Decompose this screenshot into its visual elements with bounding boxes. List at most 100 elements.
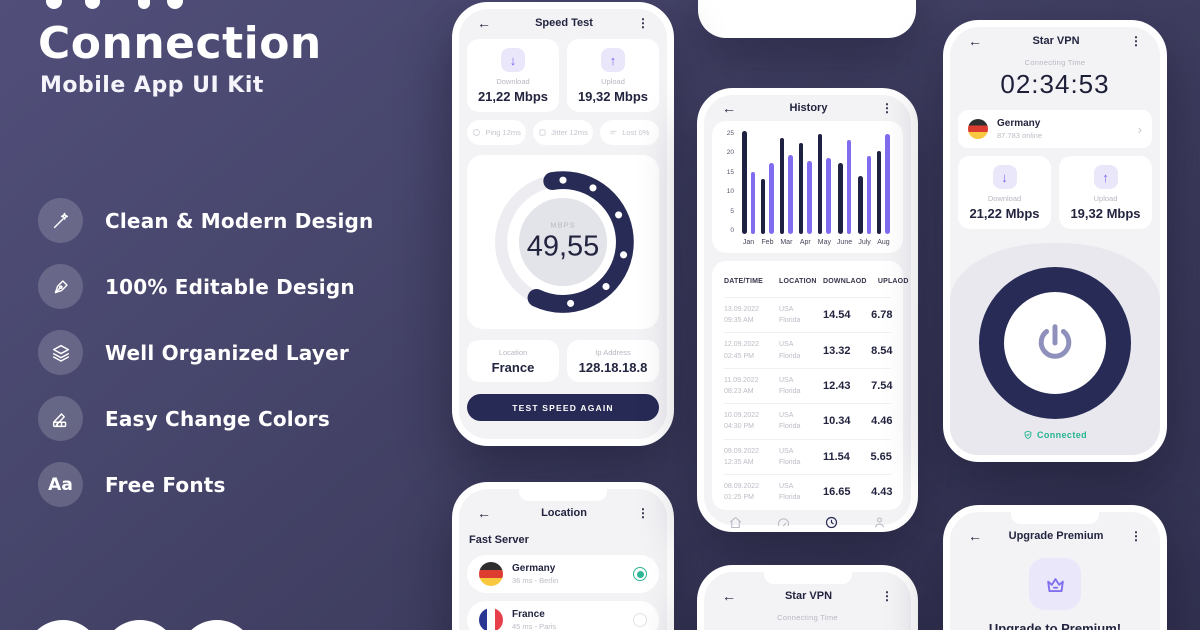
cell-upload: 5.65 [870,450,892,463]
decorative-dot [85,0,100,9]
cell-download: 16.65 [823,486,851,499]
server-list-item[interactable]: Germany 36 ms - Berlin [467,555,659,593]
upload-arrow-icon: ↑ [601,48,625,72]
radio-unselected[interactable] [633,613,647,627]
selected-server-card[interactable]: Germany 87.783 online › [958,110,1152,148]
cell-location: USA Florida [779,341,801,360]
flag-germany-icon [479,562,503,586]
back-icon[interactable]: ← [968,528,982,544]
x-tick-label: July [858,239,871,246]
cell-location: USA Florida [779,412,801,431]
radio-selected[interactable] [633,567,647,581]
test-speed-again-button[interactable]: TEST SPEED AGAIN [467,394,659,421]
bar-pair [838,130,852,234]
premium-crown-badge [1029,558,1081,610]
download-card: ↓ Download 21,22 Mbps [467,39,559,112]
pill-label: Ping 12ms [485,128,521,137]
cell-datetime: 09.09.2022 12:35 AM [724,447,760,466]
y-tick-label: 15 [726,168,734,176]
screen-title: Location [541,507,587,519]
location-card: Location France [467,340,559,382]
phone-notch [1011,512,1099,524]
kebab-menu-icon[interactable]: ⋮ [1129,34,1142,48]
upload-value: 19,32 Mbps [1070,206,1141,221]
ip-label: Ip Address [595,347,631,357]
download-value: 21,22 Mbps [477,89,549,104]
y-tick-label: 10 [726,188,734,196]
bar-upload [866,155,872,234]
cell-download: 13.32 [823,344,851,357]
server-list: Germany 36 ms - Berlin France 45 ms - Paris [467,555,659,630]
location-label: Location [498,347,528,357]
table-row: 09.09.2022 12:35 AM USA Florida 11.54 5.65 [724,440,892,475]
cell-download: 12.43 [823,379,851,392]
kebab-menu-icon[interactable]: ⋮ [880,589,893,603]
connected-label: Connected [1036,430,1088,440]
kebab-menu-icon[interactable]: ⋮ [1130,529,1142,543]
feature-label: 100% Editable Design [105,274,355,299]
power-icon [1038,324,1072,359]
back-icon[interactable]: ← [477,505,491,521]
kebab-menu-icon[interactable]: ⋮ [637,16,649,30]
server-name: Germany [512,563,556,574]
column-header: LOCATION [779,278,817,285]
cell-upload: 6.78 [871,309,893,322]
cell-location: USA Florida [779,376,801,395]
nav-speed-icon[interactable] [776,515,791,535]
ip-card: Ip Address 128.18.18.8 [567,340,659,382]
feature-item: Aa Free Fonts [38,462,373,507]
cell-download: 14.54 [823,309,851,322]
y-tick-label: 0 [730,226,734,234]
radio-dot [636,570,644,578]
x-tick-label: Apr [799,239,811,246]
color-swatches-icon [38,396,83,441]
phone-notch [763,572,852,584]
column-header: DOWNLAOD [823,278,867,285]
y-tick-label: 20 [726,149,734,157]
back-icon[interactable]: ← [722,588,736,604]
upgrade-heading: Upgrade to Premium! [988,621,1122,630]
bar-pair [858,130,872,234]
feature-label: Well Organized Layer [105,340,349,365]
back-icon[interactable]: ← [968,33,982,49]
table-row: 10.09.2022 04:30 PM USA Florida 10.34 4.46 [724,404,893,440]
shield-check-icon [1024,430,1032,440]
gauge-arc [492,171,634,313]
decorative-circle [179,620,255,630]
server-name: Germany [997,118,1041,129]
cell-upload: 4.43 [871,486,893,499]
ping-pill: Ping 12ms [467,120,527,145]
x-tick-label: June [836,239,853,246]
bar-upload [750,171,755,234]
blank-phone-screen [698,0,916,38]
kebab-menu-icon[interactable]: ⋮ [881,101,893,115]
screen-title: Speed Test [535,17,593,29]
bar-group: Aug [876,130,890,246]
star-vpn-partial-screen: ← Star VPN ⋮ Connecting Time [697,565,918,630]
bar-pair [798,130,812,234]
download-arrow-icon: ↓ [501,48,525,72]
bar-download [760,178,766,234]
pill-label: Lost 0% [622,128,650,137]
nav-history-icon[interactable] [824,515,839,535]
nav-profile-icon[interactable] [872,515,887,535]
kebab-menu-icon[interactable]: ⋮ [637,506,649,520]
nav-home-icon[interactable] [728,515,743,535]
feature-item: Clean & Modern Design [38,198,373,243]
cell-download: 10.34 [823,415,851,428]
chevron-right-icon: › [1137,121,1142,137]
bar-pair [779,130,793,234]
decorative-circle [102,620,178,630]
back-icon[interactable]: ← [477,15,491,31]
magic-wand-icon [38,198,83,243]
history-chart: 25 20 15 10 5 0 Jan Feb Mar Apr May June July Aug [712,121,903,253]
bar-group: June [837,130,852,246]
chart-y-axis: 25 20 15 10 5 0 [722,130,734,234]
power-button[interactable] [979,267,1131,419]
bar-upload [885,134,890,234]
server-list-item[interactable]: France 45 ms - Paris [467,601,659,630]
back-icon[interactable]: ← [722,100,736,116]
x-tick-label: Feb [761,239,774,246]
upgrade-premium-screen: ← Upgrade Premium ⋮ Upgrade to Premium! [943,505,1167,630]
cell-upload: 7.54 [871,379,893,392]
